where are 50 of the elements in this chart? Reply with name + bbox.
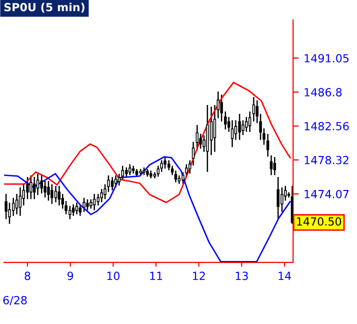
x-tick-label: 12 — [193, 272, 205, 280]
candlestick — [266, 134, 270, 157]
candlestick — [75, 202, 78, 214]
candlestick — [270, 155, 273, 176]
candlestick — [58, 186, 61, 206]
candlestick — [54, 186, 58, 202]
candlestick — [252, 97, 256, 122]
candlestick — [18, 187, 22, 216]
candlestick — [47, 181, 50, 201]
candlestick — [86, 199, 89, 210]
candlestick — [224, 111, 227, 130]
candlestick — [82, 198, 86, 212]
candlestick — [72, 204, 75, 216]
x-tick-label: 11 — [150, 272, 162, 280]
candlestick — [68, 206, 72, 220]
candlestick — [110, 177, 114, 190]
candlestick — [196, 125, 199, 150]
candlestick — [210, 106, 213, 156]
candlestick — [40, 175, 44, 194]
candlestick — [92, 194, 96, 210]
x-tick-label: 14 — [278, 272, 291, 280]
candlestick — [230, 120, 234, 148]
x-tick-label: 9 — [67, 272, 74, 280]
candlestick — [12, 198, 15, 216]
x-tick-label: 8 — [24, 272, 30, 280]
candlestick — [36, 174, 40, 196]
candlestick — [164, 157, 166, 169]
candlestick — [78, 204, 82, 216]
candlestick — [238, 114, 241, 140]
y-tick-label: 1478.32 — [304, 156, 348, 164]
y-tick-label: 1486.8 — [304, 88, 342, 96]
candlestick — [242, 120, 244, 136]
x-tick-label: 13 — [236, 272, 248, 280]
candlestick — [220, 94, 223, 122]
y-tick-label: 1482.56 — [304, 122, 349, 130]
candlestick — [30, 175, 32, 200]
candlestick — [32, 177, 36, 200]
text: 6/28 — [3, 296, 27, 306]
x-tick-label: 10 — [107, 272, 120, 280]
candlestick — [132, 166, 135, 174]
chart-title: SP0U (5 min) — [4, 2, 84, 13]
candlestick — [192, 142, 195, 166]
text: 1470.50 — [297, 217, 342, 226]
candlestick — [280, 187, 284, 212]
candlestick — [50, 184, 54, 204]
y-tick-label: 1474.07 — [304, 190, 349, 198]
candlestick — [276, 177, 280, 220]
candlestick — [128, 164, 132, 176]
y-tick-label: 1491.05 — [304, 54, 348, 62]
candlestick — [273, 157, 276, 176]
